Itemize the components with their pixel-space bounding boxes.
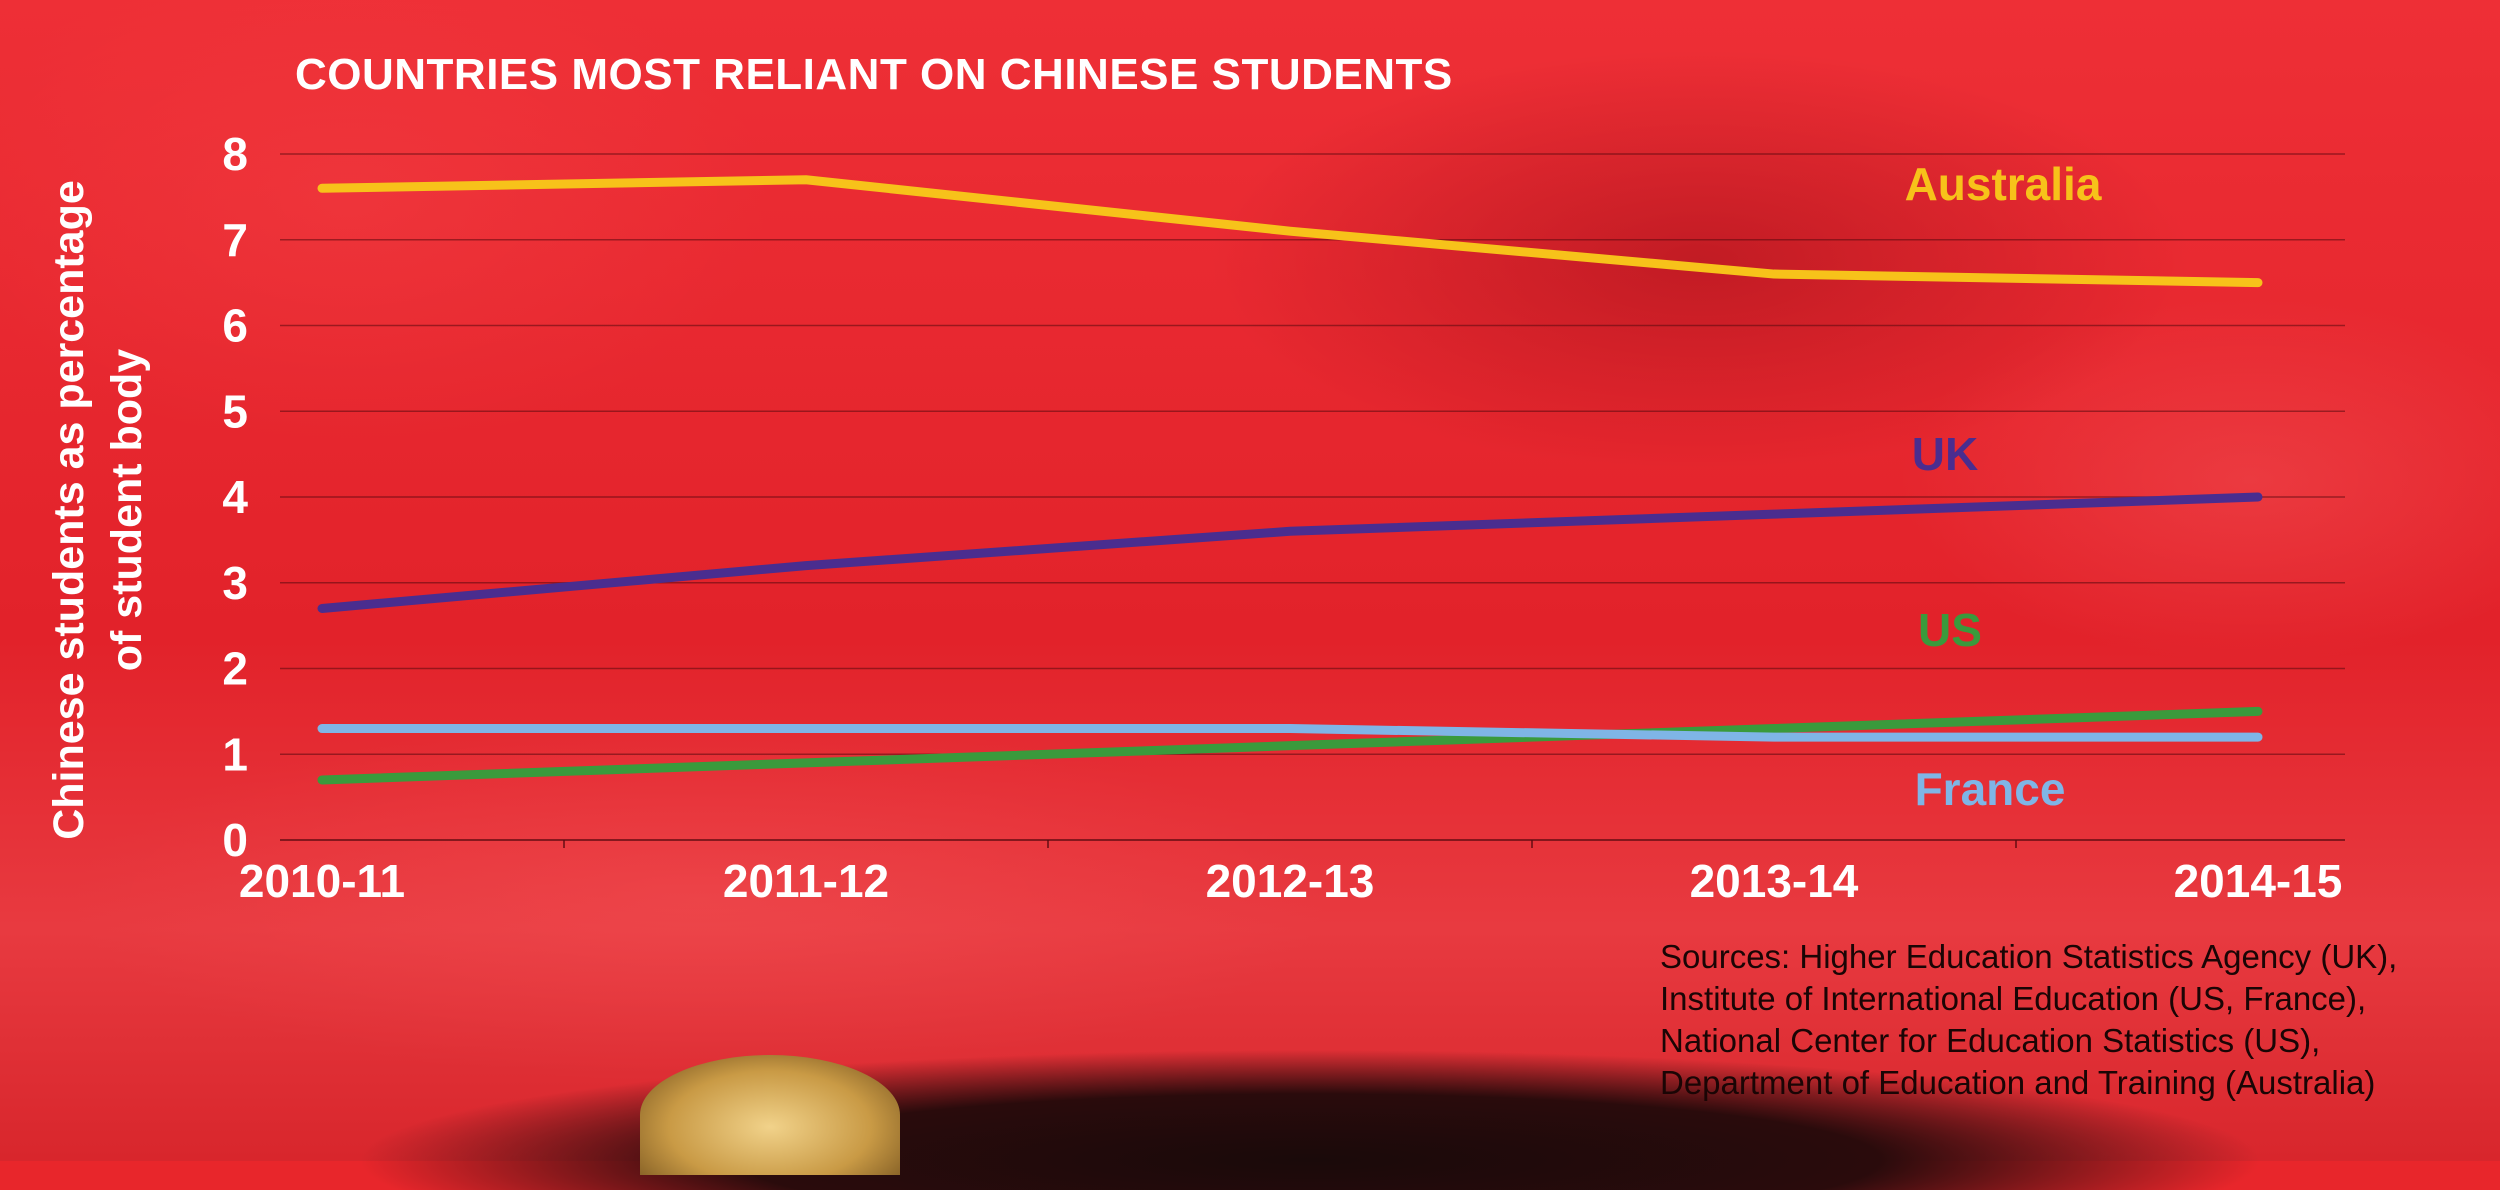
y-tick-label: 4 [222, 471, 248, 523]
y-tick-label: 1 [222, 728, 248, 780]
series-line-france [317, 724, 2263, 742]
y-tick-label: 5 [222, 385, 248, 437]
gridlines [280, 153, 2345, 755]
series-line-australia [317, 175, 2263, 288]
y-tick-label: 3 [222, 557, 248, 609]
red-flag-background [0, 0, 2500, 1161]
x-tick-label: 2013-14 [1690, 855, 1859, 907]
x-tick-label: 2012-13 [1206, 855, 1375, 907]
series-label-uk: UK [1912, 428, 1978, 480]
y-tick-label: 0 [222, 814, 248, 866]
gold-emblem-badge [640, 1055, 900, 1175]
series-labels: Australia UK US France [1905, 158, 2102, 815]
series-label-france: France [1915, 763, 2066, 815]
y-tick-label: 2 [222, 643, 248, 695]
series-line-uk [317, 492, 2263, 613]
y-axis-ticks: 0 1 2 3 4 5 6 7 8 [222, 128, 248, 866]
y-tick-label: 8 [222, 128, 248, 180]
x-tick-label: 2010-11 [239, 855, 405, 907]
sources-note: Sources: Higher Education Statistics Age… [1660, 938, 2398, 1101]
x-axis-ticks: 2010-11 2011-12 2012-13 2013-14 2014-15 [239, 855, 2343, 907]
y-tick-label: 7 [222, 214, 248, 266]
x-axis [280, 839, 2345, 848]
series-label-us: US [1918, 604, 1982, 656]
series-lines [317, 175, 2263, 785]
series-line-us [317, 706, 2263, 785]
x-tick-label: 2011-12 [723, 855, 889, 907]
series-label-australia: Australia [1905, 158, 2102, 210]
y-tick-label: 6 [222, 300, 248, 352]
x-tick-label: 2014-15 [2174, 855, 2343, 907]
chart-title: COUNTRIES MOST RELIANT ON CHINESE STUDEN… [295, 50, 1453, 99]
